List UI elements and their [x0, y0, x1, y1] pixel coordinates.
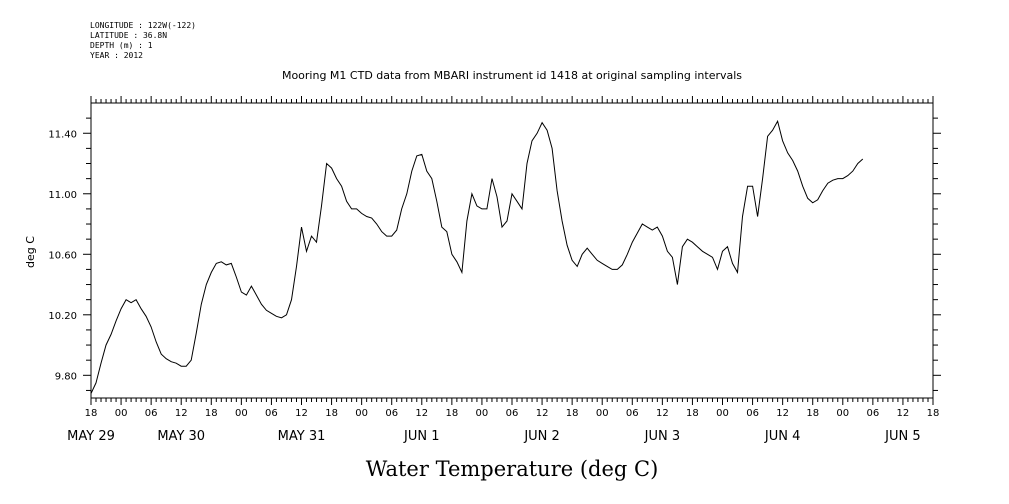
- x-tick-label: 06: [265, 408, 278, 419]
- x-tick-label: 18: [686, 408, 699, 419]
- x-tick-label: 00: [596, 408, 609, 419]
- x-day-label: JUN 4: [764, 429, 800, 444]
- x-tick-label: 12: [776, 408, 789, 419]
- x-day-label: MAY 30: [157, 429, 205, 444]
- longitude-text: LONGITUDE : 122W(-122): [90, 21, 196, 30]
- y-tick-label: 11.40: [48, 129, 77, 140]
- station-metadata: LONGITUDE : 122W(-122) LATITUDE : 36.8N …: [90, 21, 196, 61]
- y-tick-label: 10.20: [48, 311, 77, 322]
- x-day-label: JUN 3: [644, 429, 680, 444]
- x-tick-label: 12: [295, 408, 308, 419]
- x-tick-label: 00: [476, 408, 489, 419]
- depth-text: DEPTH (m) : 1: [90, 41, 153, 50]
- y-axis-label: deg C: [24, 236, 37, 268]
- plot-frame: [90, 102, 934, 399]
- x-tick-label: 12: [656, 408, 669, 419]
- x-tick-label: 18: [806, 408, 819, 419]
- x-tick-label: 06: [746, 408, 759, 419]
- year-text: YEAR : 2012: [90, 51, 143, 60]
- x-tick-label: 06: [626, 408, 639, 419]
- x-tick-label: 00: [836, 408, 849, 419]
- x-day-label: MAY 29: [67, 429, 115, 444]
- x-axis-label: Water Temperature (deg C): [366, 457, 659, 481]
- x-tick-label: 12: [897, 408, 910, 419]
- y-tick-label: 9.80: [55, 371, 77, 382]
- x-day-label: JUN 5: [884, 429, 920, 444]
- x-tick-label: 06: [866, 408, 879, 419]
- x-tick-label: 12: [415, 408, 428, 419]
- y-tick-label: 10.60: [48, 250, 77, 261]
- x-tick-label: 18: [325, 408, 338, 419]
- x-tick-label: 18: [205, 408, 218, 419]
- x-tick-label: 00: [235, 408, 248, 419]
- x-day-label: JUN 2: [523, 429, 559, 444]
- x-tick-label: 00: [115, 408, 128, 419]
- x-tick-label: 06: [506, 408, 519, 419]
- x-tick-label: 00: [716, 408, 729, 419]
- water-temperature-line: [90, 119, 864, 394]
- x-tick-label: 06: [145, 408, 158, 419]
- latitude-text: LATITUDE : 36.8N: [90, 31, 168, 40]
- x-tick-label: 18: [566, 408, 579, 419]
- x-tick-label: 00: [355, 408, 368, 419]
- y-tick-label: 11.00: [48, 190, 77, 201]
- x-tick-label: 12: [536, 408, 549, 419]
- chart-title: Mooring M1 CTD data from MBARI instrumen…: [282, 69, 742, 82]
- x-day-label: JUN 1: [403, 429, 439, 444]
- x-tick-label: 18: [85, 408, 98, 419]
- x-tick-label: 06: [385, 408, 398, 419]
- x-tick-label: 18: [445, 408, 458, 419]
- x-tick-label: 12: [175, 408, 188, 419]
- x-day-label: MAY 31: [278, 429, 326, 444]
- x-tick-label: 18: [927, 408, 940, 419]
